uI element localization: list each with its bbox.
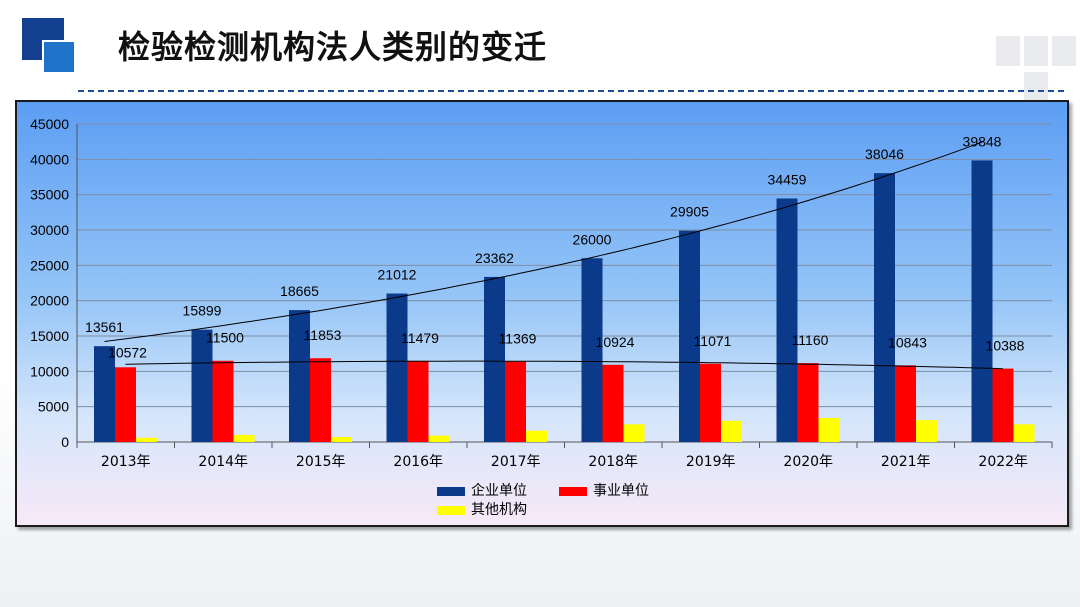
data-label-institution: 10843: [888, 334, 927, 350]
bar-institution: [115, 367, 136, 442]
bar-enterprise: [484, 276, 505, 442]
y-tick-label: 20000: [30, 293, 69, 309]
bar-other: [721, 420, 742, 442]
data-label-enterprise: 13561: [85, 319, 124, 335]
bar-institution: [602, 364, 624, 442]
data-label-enterprise: 39848: [963, 133, 1002, 149]
data-label-enterprise: 15899: [183, 303, 222, 319]
data-label-enterprise: 38046: [865, 146, 904, 162]
x-tick-label: 2019年: [686, 454, 736, 470]
bar-other: [818, 417, 840, 442]
legend-item-other: 其他机构: [437, 499, 527, 519]
bar-other: [526, 430, 547, 442]
legend-label-other: 其他机构: [471, 502, 527, 518]
logo-square-light: [42, 40, 76, 74]
y-tick-label: 35000: [30, 187, 69, 203]
data-label-enterprise: 29905: [670, 204, 709, 220]
bar-institution: [505, 361, 526, 442]
y-tick-label: 5000: [38, 399, 69, 415]
x-tick-label: 2018年: [588, 454, 638, 470]
y-tick-label: 15000: [30, 328, 69, 344]
legend-swatch-institution: [559, 486, 587, 496]
data-label-institution: 11160: [792, 332, 829, 348]
bar-institution: [895, 365, 916, 442]
title-divider: [78, 90, 1064, 92]
bar-institution: [700, 363, 721, 442]
x-tick-label: 2016年: [393, 454, 443, 470]
trendline-enterprise: [104, 141, 983, 342]
data-label-institution: 10924: [596, 334, 635, 350]
data-label-institution: 10572: [108, 344, 147, 360]
bar-institution: [407, 360, 429, 442]
data-label-institution: 11479: [401, 330, 439, 346]
y-tick-label: 10000: [30, 363, 69, 379]
x-tick-label: 2014年: [198, 454, 248, 470]
brand-logo: [0, 0, 80, 80]
bar-enterprise: [874, 173, 895, 442]
data-label-enterprise: 21012: [378, 267, 417, 283]
bar-other: [136, 437, 157, 442]
legend-label-enterprise: 企业单位: [471, 483, 527, 499]
bar-other: [233, 434, 255, 442]
legend-swatch-other: [437, 505, 465, 515]
bar-enterprise: [776, 198, 798, 442]
bar-institution: [310, 358, 331, 442]
y-tick-label: 40000: [30, 151, 69, 167]
legend-swatch-enterprise: [437, 486, 465, 496]
data-label-institution: 11853: [304, 327, 342, 343]
legend-label-institution: 事业单位: [593, 483, 649, 499]
legend-item-institution: 事业单位: [559, 480, 649, 500]
bar-enterprise: [971, 160, 993, 442]
bar-enterprise: [581, 258, 603, 442]
y-tick-label: 45000: [30, 116, 69, 132]
data-label-institution: 11369: [499, 331, 537, 347]
bar-other: [916, 420, 937, 442]
y-tick-label: 0: [61, 434, 69, 450]
x-tick-label: 2022年: [978, 454, 1028, 470]
data-label-enterprise: 23362: [475, 250, 514, 266]
bar-enterprise: [289, 310, 310, 442]
bar-enterprise: [386, 293, 408, 442]
bar-institution: [992, 368, 1014, 442]
bar-other: [428, 435, 450, 442]
data-label-enterprise: 26000: [573, 231, 612, 247]
bar-enterprise: [94, 346, 115, 442]
chart-panel: 0 5000 10000 15000 20000 25000 30000 35000 40000…: [15, 100, 1069, 527]
bar-enterprise: [191, 329, 213, 442]
decorative-blocks: [996, 36, 1080, 116]
bar-other: [623, 424, 645, 442]
data-label-enterprise: 18665: [280, 283, 319, 299]
bar-other: [331, 437, 352, 442]
y-tick-label: 30000: [30, 222, 69, 238]
data-label-institution: 10388: [986, 338, 1025, 354]
x-tick-label: 2013年: [101, 454, 151, 470]
x-tick-label: 2015年: [296, 454, 346, 470]
bar-institution: [797, 363, 819, 442]
x-tick-label: 2021年: [881, 454, 931, 470]
legend-item-enterprise: 企业单位: [437, 480, 527, 500]
x-tick-label: 2020年: [783, 454, 833, 470]
bar-institution: [212, 360, 234, 442]
y-tick-label: 25000: [30, 257, 69, 273]
data-label-institution: 11500: [206, 330, 244, 346]
bar-other: [1013, 424, 1035, 442]
trendline-institution: [125, 360, 1004, 370]
page-title: 检验检测机构法人类别的变迁: [118, 28, 548, 66]
bar-enterprise: [679, 230, 700, 442]
data-label-enterprise: 34459: [768, 171, 807, 187]
data-label-institution: 11071: [694, 333, 732, 349]
x-tick-label: 2017年: [491, 454, 541, 470]
bar-chart: 0 5000 10000 15000 20000 25000 30000 35000 40000…: [30, 116, 1053, 470]
